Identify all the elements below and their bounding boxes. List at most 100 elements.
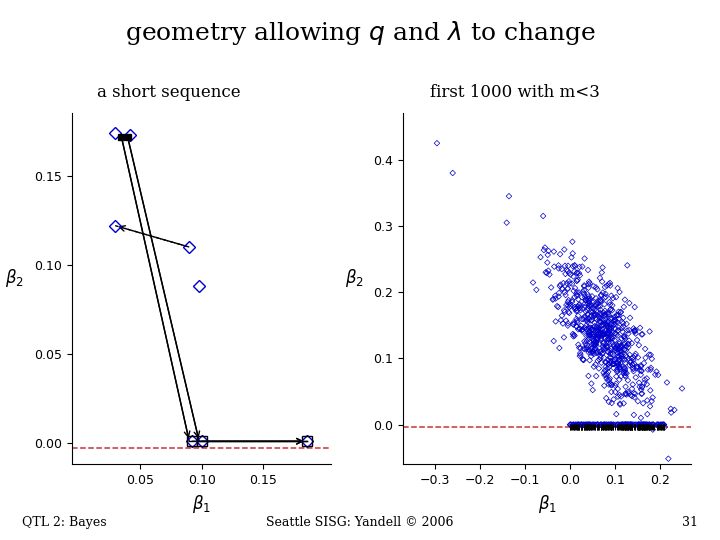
Point bbox=[651, 367, 662, 376]
Point bbox=[613, 362, 624, 370]
Point bbox=[590, 349, 602, 357]
Point bbox=[638, 420, 649, 429]
Point bbox=[575, 306, 586, 315]
Point bbox=[564, 279, 575, 288]
Point bbox=[600, 293, 611, 301]
Point bbox=[613, 360, 624, 369]
Point bbox=[608, 360, 620, 368]
Point bbox=[579, 420, 590, 429]
Point bbox=[636, 420, 647, 429]
Point bbox=[627, 363, 639, 372]
Point bbox=[633, 420, 644, 429]
Point bbox=[631, 363, 642, 372]
Point bbox=[580, 321, 592, 330]
Point bbox=[571, 288, 582, 296]
Point bbox=[614, 363, 626, 372]
Point bbox=[625, 420, 636, 429]
Point bbox=[611, 343, 622, 352]
Point bbox=[595, 306, 606, 314]
Point bbox=[608, 320, 619, 329]
Point bbox=[578, 286, 590, 294]
Point bbox=[581, 343, 593, 352]
Point bbox=[629, 352, 641, 360]
Point bbox=[644, 386, 656, 395]
Point bbox=[559, 245, 570, 254]
Point bbox=[616, 342, 628, 351]
Point bbox=[616, 347, 627, 355]
Point bbox=[585, 302, 597, 310]
Point bbox=[626, 361, 638, 369]
Point bbox=[618, 319, 629, 328]
Point bbox=[634, 420, 646, 429]
Point bbox=[568, 420, 580, 429]
Point bbox=[582, 290, 593, 299]
Point bbox=[590, 340, 601, 349]
Point bbox=[604, 374, 616, 383]
Point bbox=[595, 334, 607, 342]
Text: Seattle SISG: Yandell © 2006: Seattle SISG: Yandell © 2006 bbox=[266, 516, 454, 529]
Point bbox=[583, 296, 595, 305]
Point bbox=[578, 313, 590, 322]
Point bbox=[577, 420, 588, 429]
Point bbox=[586, 325, 598, 334]
Point bbox=[623, 339, 634, 348]
Point bbox=[614, 344, 626, 353]
Point bbox=[590, 360, 601, 369]
Point bbox=[639, 420, 650, 429]
Point bbox=[600, 320, 611, 328]
Point bbox=[647, 393, 658, 402]
Point bbox=[562, 267, 574, 275]
Point bbox=[592, 347, 603, 356]
Point bbox=[589, 420, 600, 429]
Point bbox=[572, 295, 584, 303]
Point bbox=[606, 314, 617, 322]
Point bbox=[628, 324, 639, 333]
Point bbox=[603, 376, 615, 384]
Point bbox=[619, 364, 631, 373]
Point bbox=[579, 312, 590, 321]
Point bbox=[613, 352, 625, 361]
Point bbox=[599, 371, 611, 380]
Point bbox=[616, 352, 627, 360]
Point bbox=[633, 420, 644, 429]
Point bbox=[610, 343, 621, 352]
Point bbox=[587, 330, 598, 339]
Point bbox=[595, 291, 607, 299]
Point bbox=[599, 334, 611, 342]
Point bbox=[658, 420, 670, 429]
Point bbox=[629, 420, 641, 429]
Point bbox=[632, 397, 644, 406]
Point bbox=[615, 308, 626, 316]
Point bbox=[622, 420, 634, 429]
Point bbox=[608, 420, 619, 429]
Point bbox=[641, 374, 652, 383]
Point bbox=[589, 345, 600, 354]
Point bbox=[571, 420, 582, 429]
Point bbox=[574, 271, 585, 280]
Point bbox=[547, 295, 559, 303]
Point bbox=[542, 251, 554, 259]
Point bbox=[613, 314, 625, 323]
Point bbox=[589, 301, 600, 310]
Point bbox=[639, 420, 651, 429]
Point bbox=[598, 339, 609, 348]
Point bbox=[566, 420, 577, 429]
Point bbox=[593, 355, 605, 364]
Point bbox=[623, 388, 634, 396]
Point bbox=[611, 368, 623, 376]
Point bbox=[602, 348, 613, 356]
Point bbox=[606, 420, 617, 429]
Point bbox=[590, 301, 602, 310]
Point bbox=[598, 330, 610, 339]
Point bbox=[625, 391, 636, 400]
Point bbox=[621, 320, 632, 328]
Point bbox=[598, 308, 609, 317]
Point bbox=[645, 420, 657, 429]
Point bbox=[604, 359, 616, 367]
Point bbox=[600, 394, 612, 402]
Point bbox=[613, 340, 625, 348]
Point bbox=[595, 353, 606, 362]
Point bbox=[655, 420, 667, 429]
Point bbox=[619, 339, 631, 348]
Point bbox=[612, 420, 624, 429]
